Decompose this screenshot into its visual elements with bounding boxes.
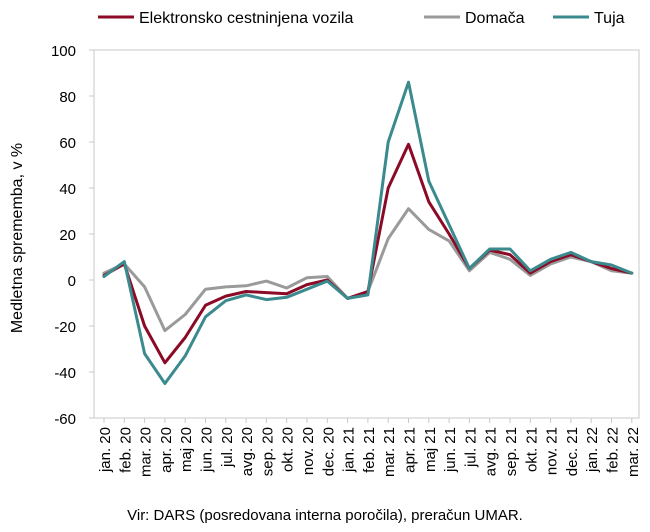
y-tick-label: 0	[68, 273, 76, 290]
y-tick-label: 100	[51, 43, 76, 60]
x-tick-label: mar. 20	[138, 427, 155, 477]
y-axis-label: Medletna sprememba, v %	[9, 143, 26, 333]
x-tick-label: jan. 20	[97, 427, 114, 473]
legend: Elektronsko cestninjena vozila Domača Tuja	[98, 10, 625, 27]
x-tick-label: apr. 21	[402, 427, 419, 473]
x-tick-label: jul. 21	[462, 427, 479, 468]
x-tick-label: maj 20	[178, 427, 195, 472]
x-tick-label: jan. 22	[584, 427, 601, 473]
series-line-0	[102, 142, 634, 365]
x-tick-label: mar. 22	[625, 427, 642, 477]
x-tick-label: dec. 20	[320, 427, 337, 476]
x-tick-label: jun. 21	[442, 427, 459, 473]
x-tick-label: feb. 22	[605, 427, 622, 473]
y-tick-label: 60	[59, 135, 76, 152]
source-note: Vir: DARS (posredovana interna poročila)…	[127, 507, 523, 524]
series-line-1	[102, 207, 634, 333]
y-tick-label: -20	[54, 319, 76, 336]
x-tick-label: apr. 20	[158, 427, 175, 473]
series-group	[102, 80, 634, 385]
legend-label-1: Domača	[465, 10, 525, 27]
series-line-2	[102, 80, 634, 385]
plot-area	[93, 49, 640, 419]
x-tick-label: avg. 21	[483, 427, 500, 476]
x-tick-label: sep. 21	[503, 427, 520, 476]
x-tick-label: jun. 20	[199, 427, 216, 473]
x-tick-label: mar. 21	[381, 427, 398, 477]
x-tick-label: feb. 21	[361, 427, 378, 473]
y-tick-label: 40	[59, 181, 76, 198]
x-tick-label: nov. 21	[544, 427, 561, 475]
y-tick-label: -60	[54, 411, 76, 428]
legend-label-0: Elektronsko cestninjena vozila	[139, 10, 353, 27]
y-tick-label: 20	[59, 227, 76, 244]
x-tick-label: maj 21	[422, 427, 439, 472]
x-tick-label: okt. 20	[280, 427, 297, 472]
x-tick-label: sep. 20	[259, 427, 276, 476]
y-tick-label: -40	[54, 365, 76, 382]
y-tick-label: 80	[59, 89, 76, 106]
y-axis: -60 -40 -20 0 20 40 60 80 100	[51, 43, 94, 428]
x-tick-label: okt. 21	[523, 427, 540, 472]
x-tick-label: dec. 21	[564, 427, 581, 476]
x-axis: jan. 20 feb. 20 mar. 20 apr. 20 maj 20 jun. 2…	[97, 418, 642, 477]
x-tick-label: nov. 20	[300, 427, 317, 475]
x-tick-label: jul. 20	[219, 427, 236, 468]
x-tick-label: avg. 20	[239, 427, 256, 476]
x-tick-label: feb. 20	[117, 427, 134, 473]
x-tick-label: jan. 21	[341, 427, 358, 473]
legend-label-2: Tuja	[594, 10, 625, 27]
